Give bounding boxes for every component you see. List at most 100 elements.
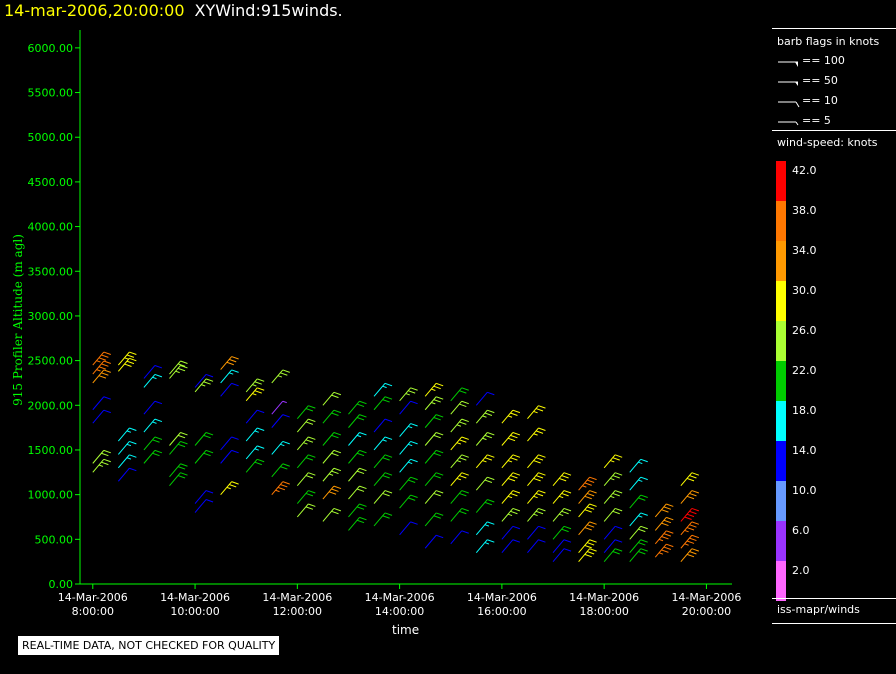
barb-5-icon <box>778 121 799 126</box>
wind-barb <box>322 409 342 424</box>
legend-divider <box>772 598 896 599</box>
wind-barb <box>169 360 188 375</box>
wind-barb <box>475 539 495 554</box>
wind-barb <box>373 436 393 451</box>
wind-barb <box>527 454 546 469</box>
barb-legend-title: barb flags in knots <box>777 35 880 48</box>
wind-barb <box>654 503 674 518</box>
wind-barb <box>348 503 367 518</box>
wind-barb <box>373 418 393 433</box>
wind-barb <box>373 396 393 411</box>
y-tick-label: 0.00 <box>49 578 74 591</box>
wind-barb <box>424 414 444 428</box>
wind-barb <box>552 548 572 562</box>
wind-barb <box>603 454 623 469</box>
wind-barb <box>143 418 163 433</box>
x-tick-label: 14:00:00 <box>375 605 424 618</box>
wind-barb <box>220 369 239 384</box>
wind-barb <box>629 539 648 554</box>
wind-barb <box>501 454 521 469</box>
wind-barb <box>92 458 111 473</box>
wind-barb <box>527 405 546 420</box>
wind-barb <box>450 472 469 487</box>
y-tick-label: 4500.00 <box>28 176 74 189</box>
wind-barb <box>322 391 342 406</box>
x-tick-label: 14-Mar-2006 <box>569 591 639 604</box>
wind-barb <box>117 357 137 372</box>
wind-barb <box>245 409 265 424</box>
wind-barb <box>296 436 316 451</box>
y-tick-label: 3000.00 <box>28 310 74 323</box>
wind-barb <box>245 458 265 473</box>
wind-barb <box>117 454 137 469</box>
wind-barb <box>654 543 674 558</box>
title-timestamp: 14-mar-2006,20:00:00 <box>4 1 185 20</box>
wind-barb <box>399 400 418 415</box>
wind-barb <box>92 449 111 464</box>
wind-barb <box>348 449 367 464</box>
wind-barb <box>348 400 367 415</box>
y-tick-label: 1000.00 <box>28 489 74 502</box>
barb-50-icon <box>778 81 798 86</box>
x-tick-label: 14-Mar-2006 <box>467 591 537 604</box>
colorbar-label: 30.0 <box>792 284 817 297</box>
x-tick-label: 14-Mar-2006 <box>671 591 741 604</box>
wind-barb <box>117 427 137 442</box>
wind-barb <box>194 432 214 446</box>
wind-barb <box>629 494 648 509</box>
wind-barb <box>194 490 214 504</box>
chart-title: 14-mar-2006,20:00:00 XYWind:915winds. <box>4 1 343 20</box>
wind-barb <box>680 507 700 522</box>
wind-barb <box>475 391 495 406</box>
wind-barb <box>501 409 521 424</box>
y-tick-label: 5500.00 <box>28 87 74 100</box>
quality-notice: REAL-TIME DATA, NOT CHECKED FOR QUALITY <box>18 636 280 655</box>
wind-barb <box>475 454 495 469</box>
wind-barb <box>117 467 137 482</box>
wind-barb <box>424 449 444 464</box>
wind-barb <box>629 458 648 473</box>
colorbar-swatch <box>776 401 786 441</box>
wind-barb <box>680 472 700 487</box>
wind-barb <box>654 516 674 531</box>
wind-barb <box>578 503 597 518</box>
colorbar-label: 10.0 <box>792 484 817 497</box>
wind-barb <box>296 418 316 433</box>
colorbar-label: 34.0 <box>792 244 817 257</box>
wind-barb <box>578 521 597 536</box>
wind-barb <box>373 472 393 487</box>
wind-barb <box>169 432 188 446</box>
y-tick-label: 3500.00 <box>28 265 74 278</box>
wind-barb <box>578 490 597 504</box>
colorbar-label: 22.0 <box>792 364 817 377</box>
barb-100-label: == 100 <box>802 54 845 67</box>
wind-barb <box>424 512 444 527</box>
wind-barb <box>501 472 521 487</box>
wind-barb <box>680 548 700 562</box>
wind-barb <box>450 436 469 451</box>
wind-barb <box>629 512 648 527</box>
wind-barb <box>271 414 290 428</box>
wind-barb <box>552 490 572 504</box>
wind-barb <box>220 481 239 495</box>
x-tick-label: 14-Mar-2006 <box>58 591 128 604</box>
wind-barb <box>475 432 495 446</box>
wind-barb <box>194 499 214 513</box>
colorbar-swatch <box>776 361 786 401</box>
x-tick-label: 10:00:00 <box>170 605 219 618</box>
wind-barb <box>424 472 444 487</box>
wind-barb <box>169 365 188 379</box>
wind-barb <box>552 539 572 554</box>
wind-barb <box>322 507 342 522</box>
wind-barb <box>527 472 546 487</box>
data-source-label: iss-mapr/winds <box>777 603 860 616</box>
wind-barb <box>348 467 367 482</box>
wind-barb <box>220 436 239 451</box>
wind-barb <box>501 490 521 504</box>
wind-barb <box>654 530 674 545</box>
colorbar-label: 42.0 <box>792 164 817 177</box>
wind-barb <box>527 507 546 522</box>
wind-profile-plot: 6000.00 5500.00 5000.00 4500.00 4000.00 3500.… <box>28 30 741 618</box>
wind-barb <box>399 387 418 402</box>
wind-barb <box>603 490 623 504</box>
